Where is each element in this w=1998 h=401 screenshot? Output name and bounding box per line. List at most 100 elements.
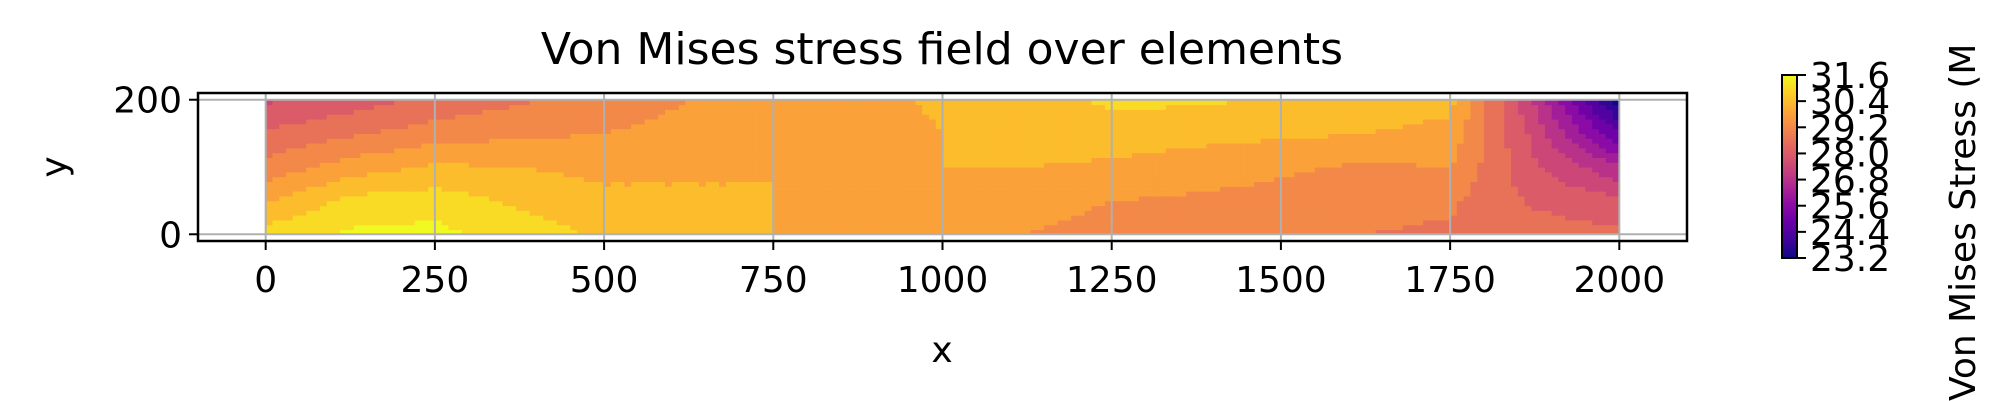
stress-cell bbox=[434, 181, 443, 187]
stress-cell bbox=[543, 195, 551, 202]
stress-cell bbox=[367, 210, 375, 216]
stress-cell bbox=[1267, 142, 1275, 149]
stress-cell bbox=[752, 147, 761, 154]
stress-cell bbox=[1213, 162, 1221, 168]
stress-cell bbox=[1044, 200, 1052, 207]
stress-cell bbox=[549, 229, 558, 235]
stress-cell bbox=[516, 205, 524, 211]
stress-cell bbox=[1436, 186, 1444, 192]
stress-cell bbox=[292, 191, 301, 197]
stress-cell bbox=[1138, 215, 1147, 221]
stress-cell bbox=[1003, 167, 1011, 173]
stress-cell bbox=[1571, 205, 1580, 211]
stress-cell bbox=[461, 142, 470, 149]
stress-cell bbox=[441, 138, 450, 144]
stress-cell bbox=[475, 162, 483, 168]
stress-cell bbox=[1247, 142, 1255, 149]
stress-cell bbox=[698, 142, 707, 149]
stress-cell bbox=[1260, 200, 1268, 207]
stress-cell bbox=[590, 195, 598, 202]
stress-cell bbox=[1098, 229, 1106, 235]
stress-cell bbox=[813, 157, 822, 163]
stress-cell bbox=[983, 123, 991, 130]
stress-cell bbox=[989, 176, 998, 183]
stress-cell bbox=[1402, 152, 1411, 158]
stress-cell bbox=[834, 229, 842, 235]
stress-cell bbox=[1301, 152, 1309, 158]
stress-cell bbox=[854, 171, 862, 178]
stress-cell bbox=[597, 224, 605, 231]
stress-cell bbox=[421, 191, 429, 197]
stress-cell bbox=[719, 162, 727, 168]
stress-cell bbox=[1016, 171, 1025, 178]
stress-cell bbox=[1091, 167, 1099, 173]
stress-cell bbox=[1341, 167, 1350, 173]
stress-cell bbox=[1395, 138, 1404, 144]
stress-cell bbox=[1538, 195, 1546, 202]
stress-cell bbox=[1355, 118, 1363, 125]
stress-cell bbox=[414, 176, 422, 183]
stress-cell bbox=[272, 200, 280, 207]
stress-cell bbox=[996, 205, 1005, 211]
stress-cell bbox=[1118, 118, 1126, 125]
stress-cell bbox=[570, 191, 578, 197]
stress-cell bbox=[1477, 118, 1485, 125]
stress-cell bbox=[888, 195, 896, 202]
stress-cell bbox=[1280, 195, 1289, 202]
stress-cell bbox=[1037, 114, 1045, 120]
stress-cell bbox=[752, 210, 761, 216]
stress-cell bbox=[1477, 167, 1485, 173]
stress-cell bbox=[1605, 210, 1614, 216]
stress-cell bbox=[949, 142, 957, 149]
stress-cell bbox=[590, 200, 598, 207]
stress-cell bbox=[881, 186, 889, 192]
stress-cell bbox=[1571, 152, 1580, 158]
stress-cell bbox=[1104, 114, 1113, 120]
stress-cell bbox=[373, 219, 382, 226]
stress-cell bbox=[1172, 118, 1180, 125]
stress-cell bbox=[901, 152, 910, 158]
stress-cell bbox=[1483, 224, 1492, 231]
stress-cell bbox=[1578, 123, 1587, 130]
stress-cell bbox=[1023, 162, 1032, 168]
stress-cell bbox=[1118, 205, 1126, 211]
stress-cell bbox=[597, 118, 605, 125]
stress-cell bbox=[1301, 123, 1309, 130]
stress-cell bbox=[1274, 133, 1282, 139]
stress-cell bbox=[807, 229, 815, 235]
stress-cell bbox=[1253, 138, 1262, 144]
stress-cell bbox=[1247, 138, 1255, 144]
stress-cell bbox=[1199, 114, 1208, 120]
stress-cell bbox=[685, 224, 693, 231]
stress-cell bbox=[1565, 114, 1573, 120]
stress-cell bbox=[265, 181, 274, 187]
stress-cell bbox=[1348, 205, 1356, 211]
stress-cell bbox=[1524, 181, 1532, 187]
stress-cell bbox=[1206, 210, 1214, 216]
stress-cell bbox=[820, 128, 829, 134]
stress-cell bbox=[1118, 200, 1126, 207]
stress-cell bbox=[752, 181, 761, 187]
stress-cell bbox=[989, 138, 998, 144]
stress-cell bbox=[1104, 219, 1113, 226]
stress-cell bbox=[739, 152, 747, 158]
stress-cell bbox=[942, 167, 950, 173]
stress-cell bbox=[1511, 167, 1519, 173]
stress-cell bbox=[1226, 147, 1235, 154]
stress-cell bbox=[1125, 157, 1133, 163]
stress-cell bbox=[1064, 215, 1072, 221]
stress-cell bbox=[1524, 167, 1532, 173]
stress-cell bbox=[279, 152, 287, 158]
stress-cell bbox=[428, 123, 436, 130]
stress-cell bbox=[840, 200, 849, 207]
stress-cell bbox=[854, 147, 862, 154]
stress-cell bbox=[448, 176, 456, 183]
stress-cell bbox=[969, 171, 977, 178]
stress-cell bbox=[543, 157, 551, 163]
stress-cell bbox=[1030, 171, 1038, 178]
stress-cell bbox=[549, 224, 558, 231]
stress-cell bbox=[1321, 176, 1329, 183]
stress-cell bbox=[1240, 142, 1248, 149]
stress-cell bbox=[617, 176, 625, 183]
stress-cell bbox=[1368, 205, 1377, 211]
